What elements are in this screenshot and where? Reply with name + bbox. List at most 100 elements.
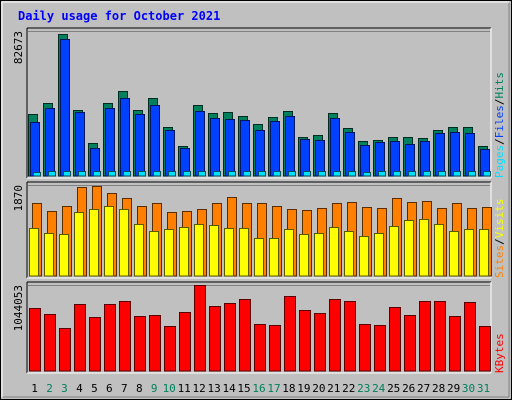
bar-visits-day-3 bbox=[59, 234, 69, 277]
bar-kbytes-day-24 bbox=[374, 325, 386, 372]
series-label: Sites/Visits bbox=[493, 199, 506, 279]
bar-kbytes-day-30 bbox=[464, 302, 476, 372]
bar-visits-day-27 bbox=[419, 219, 429, 277]
bar-visits-day-5 bbox=[89, 209, 99, 277]
bar-kbytes-day-17 bbox=[269, 325, 281, 372]
day-label-2: 2 bbox=[46, 382, 53, 395]
bar-pages-day-22 bbox=[348, 171, 356, 177]
bar-kbytes-day-28 bbox=[434, 301, 446, 372]
day-label-17: 17 bbox=[267, 382, 280, 395]
bar-files-day-28 bbox=[435, 133, 445, 177]
bar-kbytes-day-25 bbox=[389, 307, 401, 372]
bar-kbytes-day-11 bbox=[179, 312, 191, 372]
day-label-15: 15 bbox=[237, 382, 250, 395]
series-label-part: Files bbox=[493, 105, 506, 138]
day-label-22: 22 bbox=[342, 382, 355, 395]
bar-visits-day-21 bbox=[329, 227, 339, 277]
bar-visits-day-19 bbox=[299, 234, 309, 277]
bar-visits-day-14 bbox=[224, 228, 234, 277]
series-label-part: / bbox=[493, 99, 506, 106]
day-label-16: 16 bbox=[252, 382, 265, 395]
bar-visits-day-6 bbox=[104, 206, 114, 277]
bar-visits-day-12 bbox=[194, 224, 204, 277]
bar-visits-day-29 bbox=[449, 231, 459, 277]
bar-pages-day-1 bbox=[33, 172, 41, 177]
bar-visits-day-2 bbox=[44, 233, 54, 277]
bar-pages-day-11 bbox=[183, 171, 191, 177]
bar-pages-day-6 bbox=[108, 171, 116, 177]
series-label-part: / bbox=[493, 238, 506, 245]
day-label-4: 4 bbox=[76, 382, 83, 395]
bar-pages-day-20 bbox=[318, 171, 326, 177]
bar-kbytes-day-1 bbox=[29, 308, 41, 372]
day-label-28: 28 bbox=[432, 382, 445, 395]
bar-visits-day-8 bbox=[134, 224, 144, 277]
bar-pages-day-23 bbox=[363, 172, 371, 177]
bar-files-day-23 bbox=[360, 145, 370, 177]
day-label-21: 21 bbox=[327, 382, 340, 395]
bar-pages-day-14 bbox=[228, 171, 236, 177]
day-label-23: 23 bbox=[357, 382, 370, 395]
bar-files-day-30 bbox=[465, 133, 475, 177]
day-label-20: 20 bbox=[312, 382, 325, 395]
day-label-11: 11 bbox=[178, 382, 191, 395]
bar-visits-day-23 bbox=[359, 236, 369, 277]
panel-kbytes: 1044053 KBytes bbox=[12, 281, 506, 374]
bar-visits-day-30 bbox=[464, 229, 474, 277]
series-label-part: Pages bbox=[493, 145, 506, 178]
bar-files-day-24 bbox=[375, 142, 385, 177]
day-label-19: 19 bbox=[297, 382, 310, 395]
day-label-18: 18 bbox=[282, 382, 295, 395]
bar-pages-day-21 bbox=[333, 171, 341, 177]
bar-files-day-25 bbox=[390, 141, 400, 177]
bar-files-day-13 bbox=[210, 118, 220, 177]
bar-files-day-9 bbox=[150, 105, 160, 177]
bar-visits-day-4 bbox=[74, 212, 84, 277]
bar-files-day-29 bbox=[450, 132, 460, 177]
bar-files-day-7 bbox=[120, 98, 130, 177]
bar-files-day-3 bbox=[60, 39, 70, 177]
day-label-14: 14 bbox=[222, 382, 236, 395]
bar-pages-day-25 bbox=[393, 171, 401, 177]
bar-visits-day-28 bbox=[434, 224, 444, 277]
day-label-3: 3 bbox=[61, 382, 68, 395]
bar-pages-day-16 bbox=[258, 171, 266, 177]
day-label-31: 31 bbox=[477, 382, 490, 395]
bar-visits-day-17 bbox=[269, 238, 279, 277]
bar-kbytes-day-7 bbox=[119, 301, 131, 372]
bar-kbytes-day-14 bbox=[224, 303, 236, 372]
bar-visits-day-22 bbox=[344, 231, 354, 277]
chart-title: Daily usage for October 2021 bbox=[18, 9, 220, 23]
bar-visits-day-9 bbox=[149, 231, 159, 277]
bar-pages-day-7 bbox=[123, 171, 131, 177]
bar-pages-day-26 bbox=[408, 171, 416, 177]
day-label-10: 10 bbox=[163, 382, 176, 395]
bar-kbytes-day-31 bbox=[479, 326, 491, 372]
day-label-7: 7 bbox=[121, 382, 128, 395]
bar-files-day-18 bbox=[285, 116, 295, 177]
panel-visits-sites: 1870 Sites/Visits bbox=[12, 181, 506, 279]
day-label-29: 29 bbox=[447, 382, 460, 395]
bar-kbytes-day-4 bbox=[74, 304, 86, 372]
day-label-13: 13 bbox=[207, 382, 220, 395]
bar-files-day-12 bbox=[195, 111, 205, 177]
day-label-27: 27 bbox=[417, 382, 430, 395]
day-label-30: 30 bbox=[462, 382, 475, 395]
bar-files-day-19 bbox=[300, 139, 310, 177]
bar-files-day-10 bbox=[165, 130, 175, 177]
bar-pages-day-9 bbox=[153, 171, 161, 177]
bar-visits-day-7 bbox=[119, 209, 129, 277]
bar-kbytes-day-20 bbox=[314, 313, 326, 372]
bar-pages-day-10 bbox=[168, 171, 176, 177]
bar-kbytes-day-27 bbox=[419, 301, 431, 372]
bar-kbytes-day-19 bbox=[299, 310, 311, 372]
bar-kbytes-day-3 bbox=[59, 328, 71, 372]
series-label-part: Visits bbox=[493, 199, 506, 239]
day-label-9: 9 bbox=[151, 382, 158, 395]
bar-pages-day-31 bbox=[483, 171, 491, 177]
bar-kbytes-day-8 bbox=[134, 316, 146, 372]
bar-pages-day-4 bbox=[78, 171, 86, 177]
bar-files-day-8 bbox=[135, 114, 145, 177]
bar-kbytes-day-21 bbox=[329, 299, 341, 372]
